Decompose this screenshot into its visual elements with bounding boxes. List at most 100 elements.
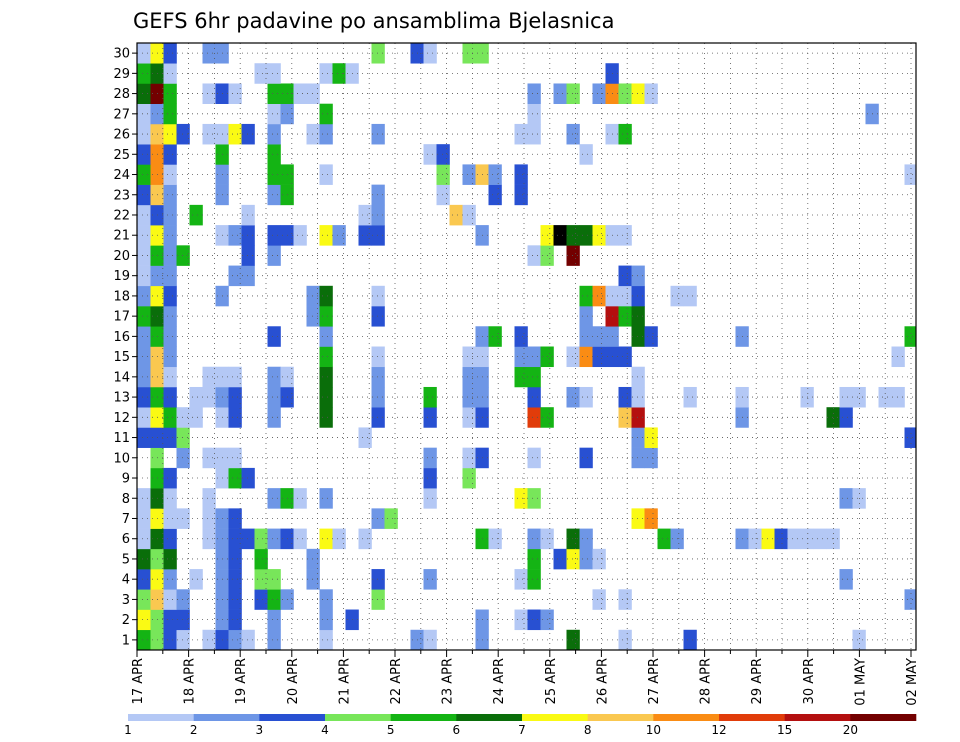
heatmap-cell <box>137 366 151 388</box>
heatmap-cell <box>527 366 541 388</box>
colorbar-label: 2 <box>190 723 198 737</box>
heatmap-cell <box>267 63 281 84</box>
heatmap-cell <box>462 164 476 185</box>
heatmap-cell <box>202 386 216 408</box>
heatmap-cell <box>618 407 632 428</box>
heatmap-cell <box>137 306 151 327</box>
heatmap-cell <box>592 225 606 246</box>
heatmap-cell <box>137 427 151 448</box>
heatmap-cell <box>423 467 437 489</box>
heatmap-cell <box>527 346 541 368</box>
heatmap-cell <box>631 366 645 388</box>
heatmap-cell <box>202 447 216 469</box>
heatmap-cell <box>527 528 541 550</box>
heatmap-cell <box>371 123 385 145</box>
heatmap-cell <box>527 488 541 509</box>
heatmap-cell <box>163 366 177 388</box>
heatmap-cell <box>163 609 177 631</box>
heatmap-cell <box>176 407 190 428</box>
heatmap-cell <box>592 326 606 347</box>
y-tick-label: 18 <box>113 289 130 304</box>
heatmap-cell <box>514 123 528 145</box>
colorbar-swatch <box>456 714 523 721</box>
heatmap-cell <box>683 285 697 307</box>
heatmap-cell <box>319 589 333 610</box>
colorbar-swatch <box>587 714 654 721</box>
heatmap-cell <box>514 488 528 509</box>
plot-frame <box>136 42 917 651</box>
y-tick-label: 17 <box>113 310 130 325</box>
heatmap-cell <box>527 447 541 469</box>
heatmap-cell <box>293 488 307 509</box>
heatmap-cell <box>254 569 268 590</box>
heatmap-cell <box>592 83 606 104</box>
heatmap-cell <box>267 366 281 388</box>
heatmap-cell <box>189 386 203 408</box>
x-tick-label: 18 APR <box>183 658 198 704</box>
heatmap-cell <box>267 184 281 206</box>
heatmap-cell <box>319 528 333 550</box>
heatmap-cell <box>228 629 242 651</box>
x-tick-label: 29 APR <box>750 658 765 704</box>
heatmap-cell <box>462 366 476 388</box>
y-tick-label: 4 <box>122 573 130 588</box>
heatmap-cell <box>267 123 281 145</box>
heatmap-cell <box>163 123 177 145</box>
colorbar-label: 1 <box>124 723 132 737</box>
heatmap-cell <box>566 386 580 408</box>
colorbar-swatch <box>850 714 917 721</box>
heatmap-cell <box>267 225 281 246</box>
heatmap-cell <box>332 225 346 246</box>
heatmap-cell <box>826 407 840 428</box>
heatmap-cell <box>228 609 242 631</box>
heatmap-cell <box>228 528 242 550</box>
colorbar-swatch <box>719 714 785 721</box>
heatmap-cell <box>228 447 242 469</box>
heatmap-cell <box>371 589 385 610</box>
heatmap-cell <box>384 508 398 529</box>
heatmap-cell <box>137 225 151 246</box>
colorbar-label: 4 <box>321 723 329 737</box>
heatmap-cell <box>592 285 606 307</box>
heatmap-cell <box>371 306 385 327</box>
x-tick-label: 24 APR <box>492 658 507 704</box>
heatmap-cell <box>267 245 281 266</box>
heatmap-cell <box>462 386 476 408</box>
y-tick-label: 21 <box>113 229 130 244</box>
heatmap-cell <box>527 123 541 145</box>
heatmap-cell <box>371 346 385 368</box>
heatmap-cell <box>228 386 242 408</box>
heatmap-cell <box>228 83 242 104</box>
heatmap-cell <box>137 407 151 428</box>
heatmap-cell <box>527 609 541 631</box>
y-tick-label: 24 <box>113 168 130 183</box>
heatmap-cell <box>618 629 632 651</box>
heatmap-cell <box>293 528 307 550</box>
heatmap-cell <box>631 407 645 428</box>
heatmap-cell <box>904 164 917 185</box>
colorbar-swatch <box>653 714 720 721</box>
heatmap-cell <box>163 285 177 307</box>
heatmap-cell <box>462 43 476 64</box>
heatmap-cell <box>163 528 177 550</box>
heatmap-cell <box>163 508 177 529</box>
heatmap-cell <box>436 164 450 185</box>
colorbar-swatch <box>193 714 260 721</box>
heatmap-cell <box>488 528 502 550</box>
heatmap-cell <box>839 569 853 590</box>
heatmap-cell <box>306 306 320 327</box>
heatmap-cell <box>839 407 853 428</box>
heatmap-cell <box>267 326 281 347</box>
heatmap-cell <box>631 326 645 347</box>
heatmap-cell <box>553 83 567 104</box>
colorbar-swatch <box>128 714 194 721</box>
heatmap-cell <box>306 569 320 590</box>
heatmap-cell <box>852 386 866 408</box>
heatmap-cell <box>423 569 437 590</box>
heatmap-cell <box>579 326 593 347</box>
x-tick-label: 02 MAY <box>905 658 920 706</box>
heatmap-cell <box>891 346 905 368</box>
heatmap-cell <box>241 467 255 489</box>
heatmap-cell <box>423 447 437 469</box>
